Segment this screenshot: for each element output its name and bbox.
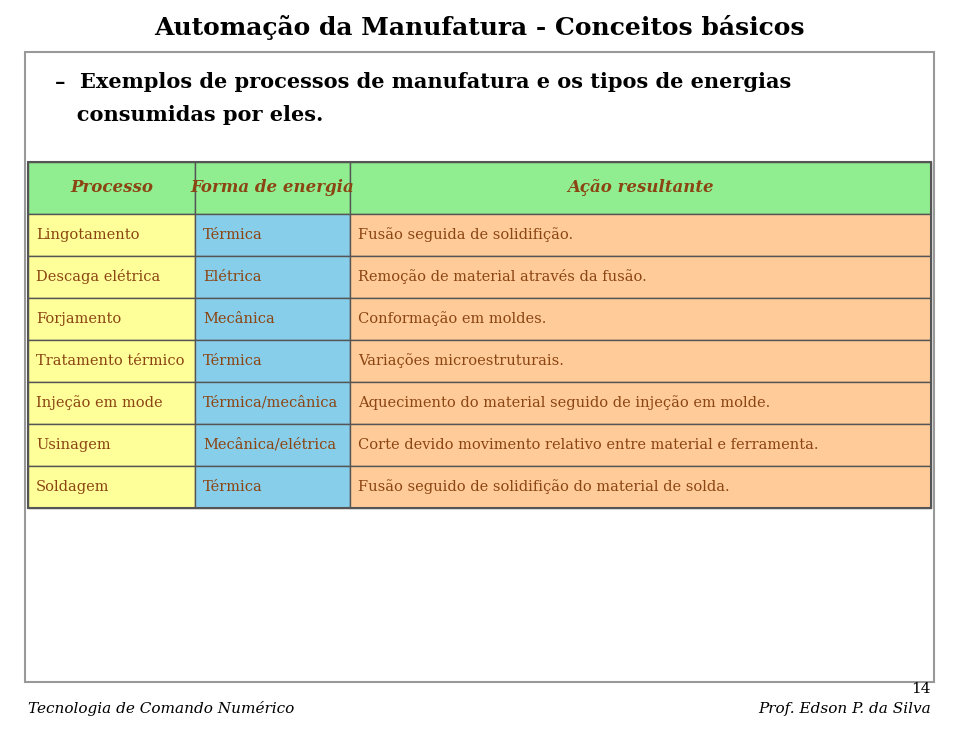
Text: Conformação em moldes.: Conformação em moldes.: [359, 312, 547, 326]
Bar: [28, 162, 195, 214]
Bar: [28, 298, 195, 340]
Text: Forma de energia: Forma de energia: [191, 180, 355, 197]
Bar: [28, 162, 931, 508]
Text: Soldagem: Soldagem: [36, 480, 109, 494]
Text: Forjamento: Forjamento: [36, 312, 121, 326]
Text: Usinagem: Usinagem: [36, 438, 110, 452]
Bar: [195, 340, 350, 382]
Bar: [28, 466, 195, 508]
Bar: [195, 298, 350, 340]
Text: Fusão seguido de solidifição do material de solda.: Fusão seguido de solidifição do material…: [359, 480, 730, 495]
Text: Remoção de material através da fusão.: Remoção de material através da fusão.: [359, 270, 647, 284]
Text: Descaga elétrica: Descaga elétrica: [36, 270, 160, 284]
Bar: [350, 424, 931, 466]
Bar: [350, 214, 931, 256]
Bar: [350, 382, 931, 424]
Bar: [195, 424, 350, 466]
Bar: [195, 382, 350, 424]
Text: Mecânica/elétrica: Mecânica/elétrica: [203, 438, 337, 452]
Bar: [28, 382, 195, 424]
Bar: [195, 466, 350, 508]
Bar: [350, 340, 931, 382]
Text: Ação resultante: Ação resultante: [568, 180, 714, 197]
Bar: [195, 214, 350, 256]
Text: Tratamento térmico: Tratamento térmico: [36, 354, 184, 368]
Bar: [28, 340, 195, 382]
Text: consumidas por eles.: consumidas por eles.: [55, 105, 323, 125]
Bar: [28, 214, 195, 256]
Text: Térmica/mecânica: Térmica/mecânica: [203, 396, 339, 410]
Text: Automação da Manufatura - Conceitos básicos: Automação da Manufatura - Conceitos bási…: [154, 15, 805, 40]
Bar: [195, 162, 350, 214]
Text: Mecânica: Mecânica: [203, 312, 275, 326]
Text: Prof. Edson P. da Silva: Prof. Edson P. da Silva: [759, 702, 931, 716]
Bar: [350, 256, 931, 298]
Text: Lingotamento: Lingotamento: [36, 228, 139, 242]
Text: Variações microestruturais.: Variações microestruturais.: [359, 354, 564, 368]
Bar: [350, 298, 931, 340]
Bar: [350, 162, 931, 214]
Text: Térmica: Térmica: [203, 480, 263, 494]
Text: Térmica: Térmica: [203, 354, 263, 368]
Text: Injeção em mode: Injeção em mode: [36, 396, 163, 411]
Text: Elétrica: Elétrica: [203, 270, 262, 284]
Text: Térmica: Térmica: [203, 228, 263, 242]
Bar: [195, 256, 350, 298]
Bar: [28, 424, 195, 466]
Text: 14: 14: [911, 682, 931, 696]
Bar: [25, 52, 934, 682]
Bar: [350, 466, 931, 508]
Text: Tecnologia de Comando Numérico: Tecnologia de Comando Numérico: [28, 702, 294, 716]
Text: –  Exemplos de processos de manufatura e os tipos de energias: – Exemplos de processos de manufatura e …: [55, 72, 791, 92]
Text: Aquecimento do material seguido de injeção em molde.: Aquecimento do material seguido de injeç…: [359, 396, 771, 411]
Bar: [28, 256, 195, 298]
Text: Processo: Processo: [70, 180, 153, 197]
Text: Corte devido movimento relativo entre material e ferramenta.: Corte devido movimento relativo entre ma…: [359, 438, 819, 452]
Text: Fusão seguida de solidifição.: Fusão seguida de solidifição.: [359, 228, 573, 242]
